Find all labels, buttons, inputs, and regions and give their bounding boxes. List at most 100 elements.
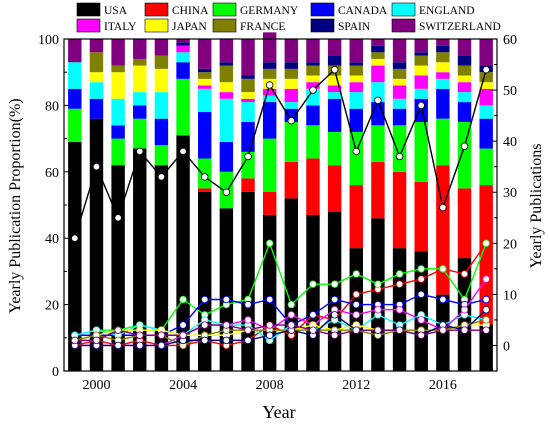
bars-layer — [68, 32, 493, 372]
y-right-tick-label-60: 60 — [503, 33, 517, 48]
bar-segment-japan-2018 — [479, 82, 493, 89]
bar-segment-switzerland-2013 — [371, 39, 385, 46]
point-switzerland-2005 — [201, 321, 209, 329]
bar-segment-china-2015 — [414, 181, 428, 252]
point-germany-2008 — [265, 239, 274, 248]
bar-segment-france-2000 — [89, 52, 104, 73]
bar-segment-germany-2015 — [414, 122, 428, 182]
bar-segment-england-2009 — [284, 102, 299, 109]
point-switzerland-2007 — [244, 326, 252, 334]
x-tick-label-2004: 2004 — [169, 378, 197, 393]
x-tick-label-2016: 2016 — [429, 378, 457, 393]
bar-segment-switzerland-2000 — [89, 39, 104, 53]
bar-segment-spain-2015 — [414, 52, 428, 56]
point-usa-2011 — [330, 65, 339, 74]
bar-segment-japan-2010 — [306, 75, 320, 83]
y-right-tick-label-30: 30 — [503, 186, 517, 201]
bar-segment-england-2015 — [414, 88, 428, 99]
legend-label-italy: ITALY — [104, 21, 137, 33]
bar-segment-switzerland-2011 — [327, 39, 342, 56]
point-usa-2003 — [157, 173, 166, 181]
bar-segment-canada-2011 — [327, 98, 342, 132]
point-china-2014 — [395, 280, 404, 288]
bar-segment-germany-2018 — [479, 148, 493, 186]
bar-segment-france-2018 — [479, 72, 493, 83]
bar-segment-england-2012 — [349, 92, 363, 109]
point-germany-2018 — [482, 239, 490, 248]
bar-segment-france-2001 — [111, 65, 125, 73]
point-switzerland-2012 — [352, 326, 360, 334]
bar-segment-england-2003 — [154, 92, 169, 119]
bar-segment-spain-2016 — [436, 45, 450, 53]
point-italy-2012 — [352, 311, 360, 319]
bar-segment-france-2002 — [133, 58, 147, 66]
bar-segment-england-2017 — [457, 92, 472, 103]
bar-segment-germany-2007 — [241, 151, 255, 179]
legend-swatch-china — [144, 2, 169, 17]
y-right-tick-label-40: 40 — [503, 135, 517, 150]
point-italy-2007 — [244, 316, 252, 324]
bar-segment-usa-2018 — [479, 324, 493, 371]
bar-segment-switzerland-2004 — [176, 39, 190, 43]
bar-segment-usa-2013 — [371, 218, 385, 371]
point-canada-2015 — [417, 290, 425, 299]
point-usa-2001 — [114, 214, 122, 222]
point-canada-2011 — [330, 295, 339, 304]
point-usa-2008 — [265, 81, 274, 89]
bar-segment-germany-2017 — [457, 122, 472, 189]
bar-segment-china-2007 — [241, 178, 255, 192]
point-usa-2016 — [439, 203, 447, 212]
bar-segment-switzerland-2016 — [436, 39, 450, 46]
legend-swatch-usa — [76, 2, 101, 17]
point-usa-2018 — [482, 65, 490, 74]
point-canada-2004 — [179, 321, 187, 329]
bar-segment-japan-2009 — [284, 78, 299, 89]
point-canada-2016 — [439, 295, 447, 304]
bar-segment-germany-2014 — [392, 125, 407, 172]
bar-segment-switzerland-2005 — [198, 39, 212, 69]
legend-label-canada: CANADA — [338, 5, 388, 17]
point-switzerland-2008 — [265, 321, 274, 329]
point-germany-2014 — [395, 270, 404, 278]
point-china-2015 — [417, 275, 425, 283]
bar-segment-canada-2007 — [241, 122, 255, 152]
point-usa-2009 — [287, 117, 296, 125]
bar-segment-switzerland-2002 — [133, 39, 147, 59]
point-china-2017 — [460, 270, 469, 278]
bar-segment-france-2017 — [457, 65, 472, 76]
bar-segment-china-2017 — [457, 188, 472, 259]
y-left-tick-label-60: 60 — [45, 166, 59, 181]
bar-segment-switzerland-2001 — [111, 39, 125, 66]
point-switzerland-2014 — [395, 326, 404, 334]
bar-segment-england-2004 — [176, 52, 190, 63]
y-axis-left-title: Yearly Publication Proportion(%) — [7, 98, 24, 313]
legend-label-switzerland: SWITZERLAND — [419, 21, 501, 33]
point-canada-2007 — [244, 300, 252, 309]
bar-segment-france-2009 — [284, 68, 299, 79]
bar-segment-usa-2002 — [133, 148, 147, 371]
x-tick-label-2000: 2000 — [82, 378, 110, 393]
bar-segment-canada-2016 — [436, 88, 450, 119]
bar-segment-japan-2011 — [327, 75, 342, 86]
point-italy-2014 — [395, 306, 404, 314]
bar-segment-switzerland-1999 — [68, 39, 82, 63]
point-china-2012 — [352, 290, 360, 299]
bar-segment-spain-2013 — [371, 45, 385, 53]
legend-swatch-france — [212, 18, 237, 33]
bar-segment-germany-2010 — [306, 125, 320, 159]
point-switzerland-2002 — [136, 331, 144, 339]
bar-segment-japan-2007 — [241, 92, 255, 99]
point-switzerland-2015 — [417, 331, 425, 339]
bar-segment-usa-1999 — [68, 141, 82, 371]
bar-segment-china-2009 — [284, 161, 299, 199]
bar-segment-spain-2010 — [306, 62, 320, 66]
bar-segment-switzerland-2012 — [349, 39, 363, 63]
bar-segment-china-2008 — [262, 191, 277, 215]
bar-segment-usa-2012 — [349, 248, 363, 371]
point-usa-1999 — [71, 234, 79, 242]
bar-segment-japan-2001 — [111, 72, 125, 99]
y-left-tick-label-40: 40 — [45, 232, 59, 247]
point-spain-2001 — [114, 341, 122, 350]
y-axis-right-title: Yearly Publications — [528, 143, 545, 268]
